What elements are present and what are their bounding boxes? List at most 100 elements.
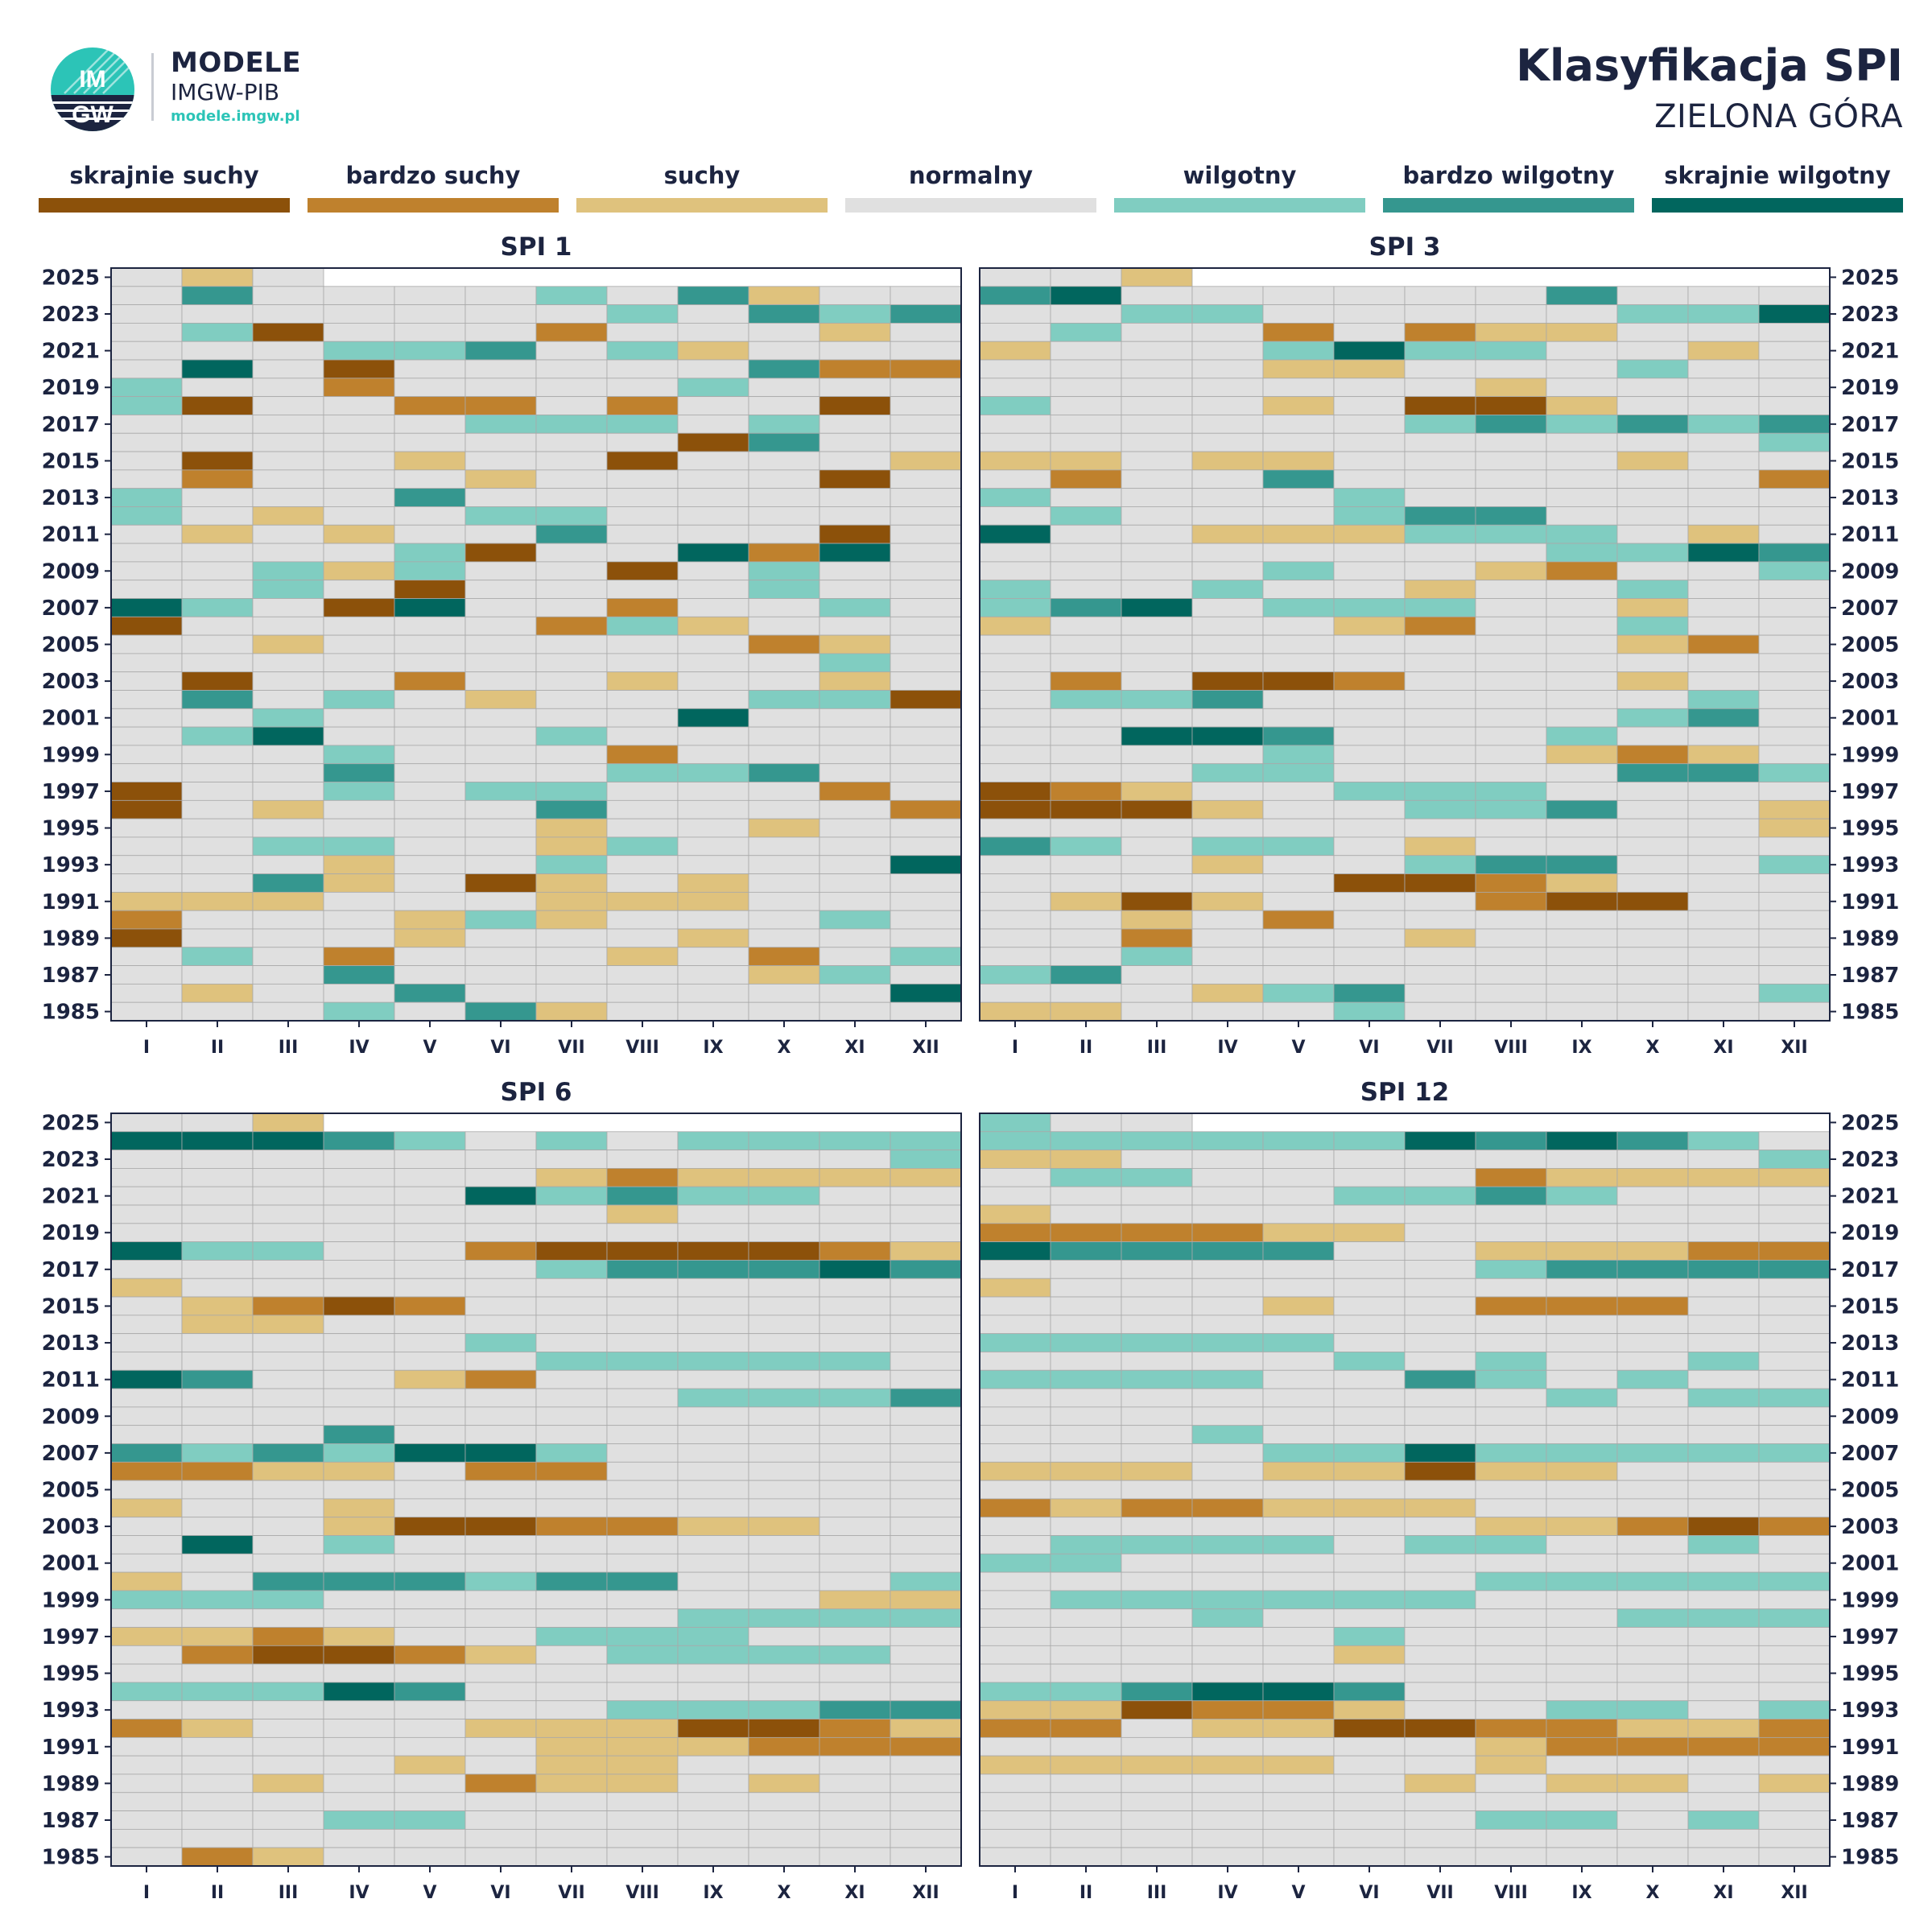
heatmap-cell: [464, 1700, 537, 1719]
heatmap-cell: [1546, 1498, 1618, 1518]
heatmap-cell: [1616, 1204, 1689, 1224]
heatmap-cell: [748, 1333, 820, 1352]
brand-url[interactable]: modele.imgw.pl: [171, 108, 300, 125]
x-tick-label: VI: [1359, 1038, 1379, 1058]
heatmap-cell: [110, 415, 183, 434]
heatmap-cell: [748, 1260, 820, 1279]
y-tick-label: 2021: [42, 1185, 100, 1209]
heatmap-cell: [1050, 267, 1122, 287]
heatmap-cell: [1687, 1571, 1760, 1591]
heatmap-cell: [1050, 1792, 1122, 1811]
y-tick-label: 2003: [1841, 1515, 1899, 1539]
heatmap-cell: [181, 1810, 254, 1830]
heatmap-cell: [677, 598, 749, 617]
heatmap-cell: [1475, 469, 1547, 489]
heatmap-cell: [1262, 782, 1335, 801]
x-tick-label: VI: [490, 1883, 510, 1903]
heatmap-cell: [677, 1278, 749, 1298]
heatmap-cell: [252, 543, 324, 563]
heatmap-cell: [748, 1131, 820, 1151]
heatmap-cell: [1121, 1682, 1193, 1702]
heatmap-cell: [1191, 1553, 1264, 1573]
heatmap-cell: [1404, 763, 1476, 782]
heatmap-cell: [1475, 1498, 1547, 1518]
heatmap-cell: [677, 1150, 749, 1169]
heatmap-cell: [1333, 653, 1406, 673]
logo-text-bottom: GW: [72, 101, 114, 128]
heatmap-cell: [979, 469, 1051, 489]
heatmap-cell: [1546, 1278, 1618, 1298]
heatmap-cell: [1616, 763, 1689, 782]
heatmap-cell: [464, 616, 537, 636]
heatmap-cell: [181, 726, 254, 746]
heatmap-cell: [1050, 1461, 1122, 1481]
heatmap-cell: [606, 1608, 679, 1628]
heatmap-cell: [252, 451, 324, 471]
heatmap-cell: [979, 1241, 1051, 1261]
heatmap-cell: [890, 1828, 962, 1848]
heatmap-cell: [464, 1333, 537, 1352]
heatmap-cell: [464, 1645, 537, 1665]
heatmap-cell: [748, 561, 820, 581]
heatmap-cell: [1404, 1700, 1476, 1719]
heatmap-cell: [677, 1645, 749, 1665]
heatmap-cell: [1121, 1113, 1193, 1133]
heatmap-cell: [979, 1755, 1051, 1775]
heatmap-cell: [1758, 488, 1831, 507]
heatmap-cell: [1404, 543, 1476, 563]
heatmap-cell: [535, 1645, 608, 1665]
heatmap-cell: [819, 1627, 891, 1646]
heatmap-cell: [110, 1608, 183, 1628]
heatmap-cell: [1191, 598, 1264, 617]
heatmap-cell: [181, 1719, 254, 1738]
heatmap-cell: [890, 1150, 962, 1169]
heatmap-cell: [1616, 910, 1689, 930]
heatmap-cell: [464, 1571, 537, 1591]
heatmap-cell: [1121, 1204, 1193, 1224]
heatmap-cell: [1616, 598, 1689, 617]
heatmap-cell: [606, 690, 679, 709]
heatmap-cell: [1758, 1406, 1831, 1426]
x-tick-label: IV: [349, 1038, 369, 1058]
heatmap-cell: [1404, 965, 1476, 985]
heatmap-cell: [1616, 1241, 1689, 1261]
heatmap-cell: [979, 396, 1051, 415]
heatmap-cell: [1050, 1406, 1122, 1426]
heatmap-cell: [1546, 1388, 1618, 1408]
heatmap-cell: [181, 763, 254, 782]
heatmap-cell: [1546, 1204, 1618, 1224]
heatmap-cell: [677, 1406, 749, 1426]
heatmap-cell: [1616, 1369, 1689, 1389]
heatmap-cell: [748, 1498, 820, 1518]
heatmap-cell: [535, 782, 608, 801]
heatmap-cell: [677, 1755, 749, 1775]
y-tick-label: 2015: [1841, 1294, 1899, 1319]
heatmap-cell: [181, 1315, 254, 1335]
heatmap-cell: [464, 983, 537, 1003]
heatmap-cell: [890, 928, 962, 948]
heatmap-cell: [819, 836, 891, 857]
heatmap-cell: [464, 488, 537, 507]
heatmap-cell: [1121, 653, 1193, 673]
heatmap-cell: [1687, 745, 1760, 765]
heatmap-cell: [1121, 763, 1193, 782]
heatmap-cell: [748, 1406, 820, 1426]
heatmap-cell: [677, 1590, 749, 1610]
y-tick-label: 2001: [42, 707, 100, 731]
heatmap-cell: [979, 323, 1051, 342]
heatmap-cell: [1404, 1131, 1476, 1151]
heatmap-cell: [1546, 891, 1618, 911]
heatmap-cell: [1262, 1369, 1335, 1389]
heatmap-cell: [1758, 818, 1831, 838]
heatmap-cell: [677, 1700, 749, 1719]
heatmap-cell: [677, 910, 749, 930]
x-tick-label: XII: [1781, 1038, 1807, 1058]
heatmap-cell: [252, 634, 324, 654]
heatmap-cell: [464, 763, 537, 782]
heatmap-cell: [110, 745, 183, 765]
heatmap-cell: [677, 983, 749, 1003]
heatmap-cell: [677, 1461, 749, 1481]
heatmap-cell: [181, 1352, 254, 1371]
heatmap-cell: [1687, 1425, 1760, 1444]
heatmap-cell: [252, 928, 324, 948]
